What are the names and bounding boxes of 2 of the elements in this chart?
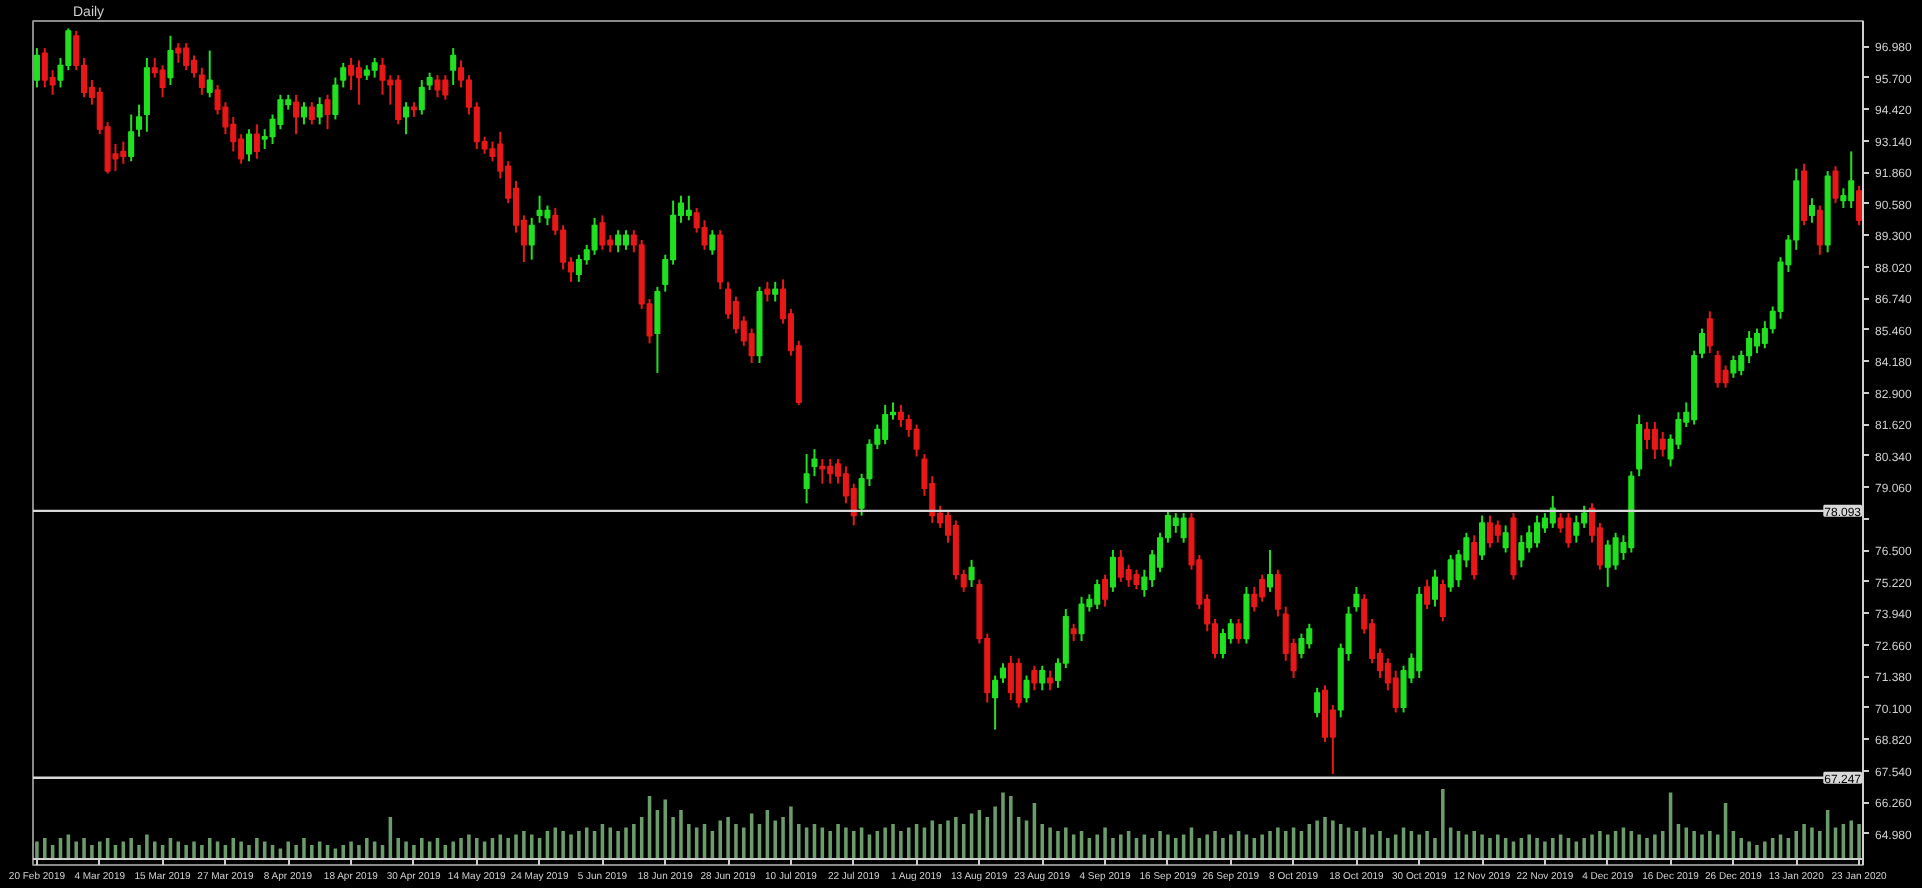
- candlestick: [41, 47, 48, 89]
- candlestick: [33, 47, 40, 89]
